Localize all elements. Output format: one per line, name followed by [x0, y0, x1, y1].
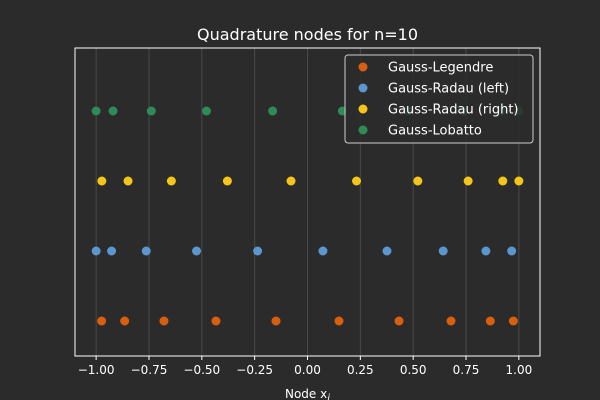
data-point: [253, 246, 263, 256]
data-point: [446, 316, 456, 326]
data-point: [352, 176, 362, 186]
data-point: [394, 316, 404, 326]
data-point: [211, 316, 221, 326]
data-point: [413, 176, 423, 186]
legend-label: Gauss-Legendre: [388, 61, 493, 76]
data-point: [97, 316, 107, 326]
data-point: [107, 246, 117, 256]
x-axis-label: Node xi: [285, 387, 330, 400]
data-point: [141, 246, 151, 256]
data-point: [120, 316, 130, 326]
data-point: [382, 246, 392, 256]
data-point: [166, 176, 176, 186]
data-point: [485, 316, 495, 326]
data-point: [91, 246, 101, 256]
x-tick-label: 0.25: [347, 363, 374, 377]
data-point: [201, 106, 211, 116]
x-tick-label: −0.25: [236, 363, 273, 377]
data-point: [481, 246, 491, 256]
x-tick-label: −0.75: [131, 363, 168, 377]
data-point: [268, 106, 278, 116]
data-point: [146, 106, 156, 116]
data-point: [123, 176, 133, 186]
x-tick-label: 1.00: [506, 363, 533, 377]
legend: Gauss-Legendre Gauss-Radau (left) Gauss-Ra…: [344, 54, 534, 144]
legend-label: Gauss-Radau (right): [388, 103, 519, 118]
data-point: [108, 106, 118, 116]
data-point: [222, 176, 232, 186]
data-point: [514, 176, 524, 186]
data-point: [318, 246, 328, 256]
data-point: [192, 246, 202, 256]
data-point: [97, 176, 107, 186]
x-tick-label: −0.50: [183, 363, 220, 377]
data-point: [91, 106, 101, 116]
legend-marker: [358, 62, 368, 72]
data-point: [498, 176, 508, 186]
x-tick-label: −1.00: [78, 363, 115, 377]
legend-marker: [358, 125, 368, 135]
chart-title: Quadrature nodes for n=10: [197, 25, 418, 44]
x-axis-label-subscript: i: [327, 393, 330, 400]
data-point: [463, 176, 473, 186]
legend-marker: [358, 83, 368, 93]
x-tick-label: 0.00: [294, 363, 321, 377]
data-point: [334, 316, 344, 326]
legend-label: Gauss-Lobatto: [388, 124, 482, 139]
data-point: [438, 246, 448, 256]
data-point: [508, 316, 518, 326]
data-point: [271, 316, 281, 326]
data-point: [507, 246, 517, 256]
legend-marker: [358, 104, 368, 114]
x-tick-label: 0.50: [400, 363, 427, 377]
x-axis: −1.00 −0.75 −0.50 −0.25 0.00 0.25 0.50 0.75 1.00: [78, 356, 532, 377]
legend-label: Gauss-Radau (left): [388, 82, 509, 97]
data-point: [159, 316, 169, 326]
x-tick-label: 0.75: [453, 363, 480, 377]
data-point: [286, 176, 296, 186]
legend-box: [344, 54, 534, 144]
